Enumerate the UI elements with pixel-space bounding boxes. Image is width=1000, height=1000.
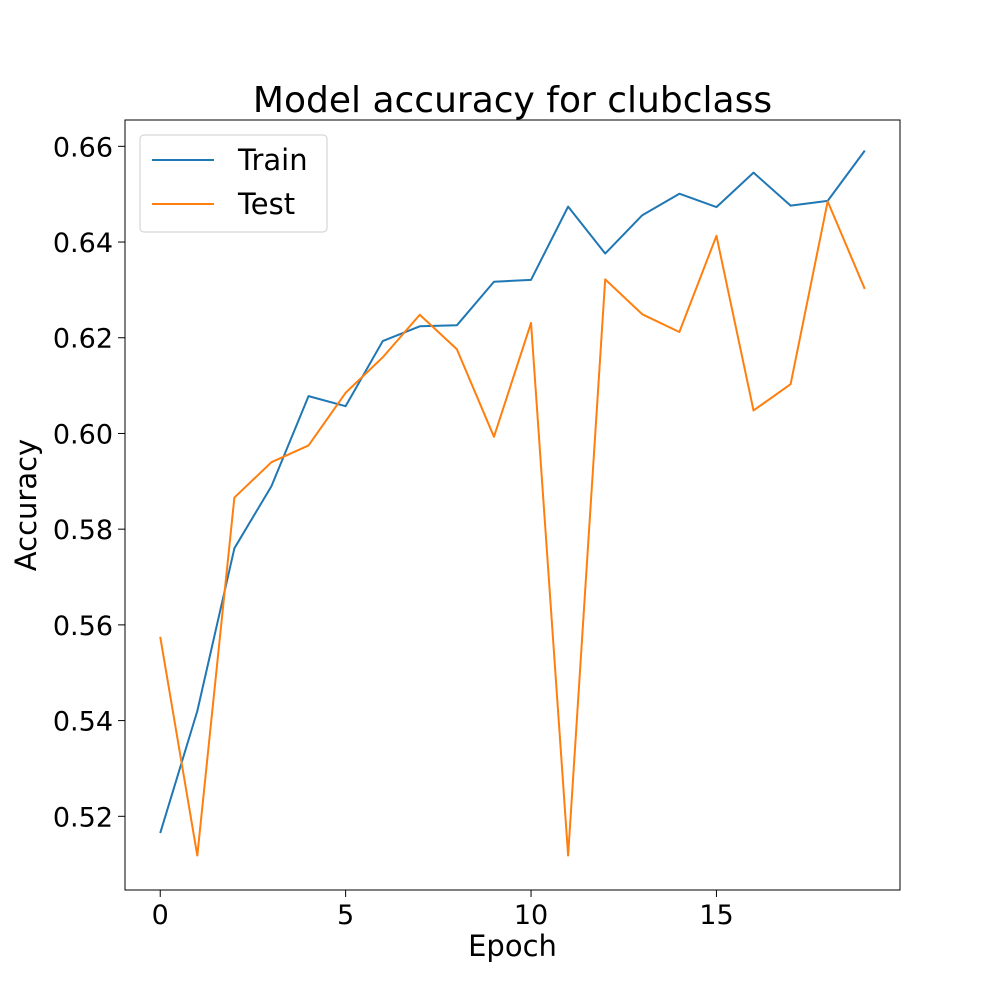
legend: Train Test xyxy=(139,134,328,233)
y-tick-label: 0.60 xyxy=(53,419,113,450)
y-tick-label: 0.56 xyxy=(53,611,113,642)
y-axis: 0.52 0.54 0.56 0.58 0.60 0.62 0.64 0.66 xyxy=(53,132,125,833)
x-tick-label: 15 xyxy=(699,900,733,931)
x-tick-label: 5 xyxy=(337,900,354,931)
y-tick-label: 0.66 xyxy=(53,132,113,163)
series-line-test xyxy=(159,200,866,857)
chart-title: Model accuracy for clubclass xyxy=(253,80,772,121)
series-line-train xyxy=(159,150,866,834)
y-tick-label: 0.52 xyxy=(53,802,113,833)
plot-area xyxy=(159,150,866,857)
legend-label-train: Train xyxy=(237,143,308,177)
y-tick-label: 0.64 xyxy=(53,228,113,259)
plot-frame xyxy=(124,119,901,891)
x-tick-label: 0 xyxy=(152,900,169,931)
x-axis: 0 5 10 15 xyxy=(152,890,734,931)
y-tick-label: 0.58 xyxy=(53,515,113,546)
x-tick-label: 10 xyxy=(514,900,548,931)
x-axis-label: Epoch xyxy=(468,929,557,963)
y-axis-label: Accuracy xyxy=(9,439,43,571)
y-tick-label: 0.62 xyxy=(53,324,113,355)
legend-label-test: Test xyxy=(237,187,295,221)
y-tick-label: 0.54 xyxy=(53,707,113,738)
